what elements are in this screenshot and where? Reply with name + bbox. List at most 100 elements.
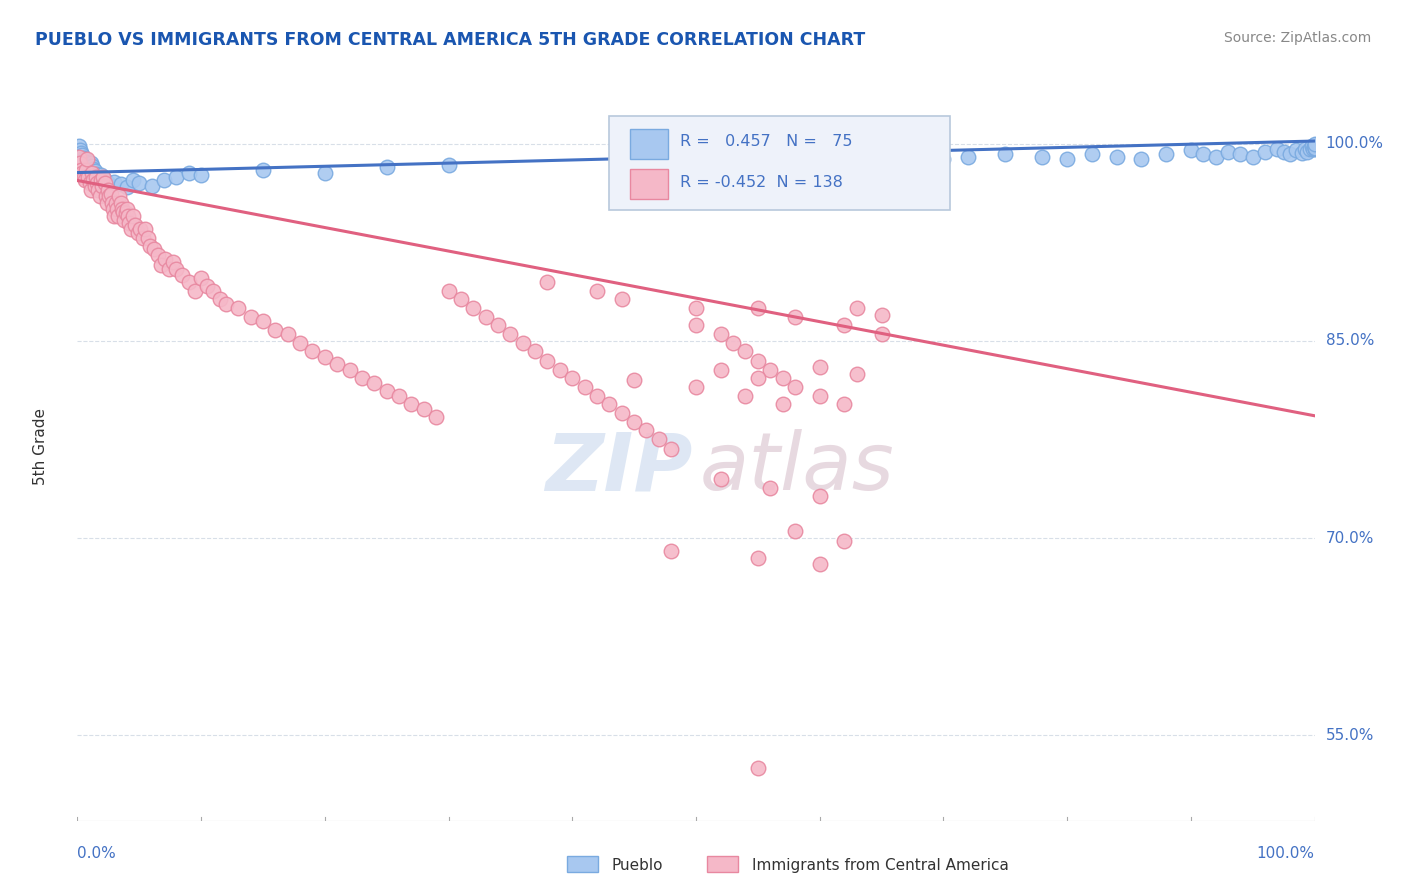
Point [1301,139,1323,153]
Point [586,284,609,298]
Point [129,222,152,236]
Point [375,161,398,175]
Point [67,139,90,153]
Point [97,183,120,197]
Point [202,284,225,298]
Point [277,327,299,342]
Point [82,173,104,187]
Point [1229,147,1251,161]
Point [118,215,141,229]
Point [314,165,336,179]
Point [1302,142,1324,156]
Point [548,363,571,377]
Bar [567,856,598,872]
Text: 100.0%: 100.0% [1326,136,1384,151]
Point [1205,150,1227,164]
Point [132,231,155,245]
Point [659,442,682,456]
Point [190,270,212,285]
Point [146,248,169,262]
Point [1192,147,1215,161]
FancyBboxPatch shape [630,169,668,199]
Text: Immigrants from Central America: Immigrants from Central America [752,858,1010,872]
Point [463,301,485,315]
Text: 0.0%: 0.0% [77,846,117,861]
Point [834,397,856,411]
Point [79,163,101,178]
Point [870,308,893,322]
Point [326,358,349,372]
Point [90,168,112,182]
Point [747,301,769,315]
Point [808,360,831,375]
Point [79,176,101,190]
Point [474,310,496,325]
Point [747,370,769,384]
Point [783,380,806,394]
Point [93,173,115,187]
Point [105,202,128,217]
Point [1303,136,1326,151]
Point [1216,145,1239,159]
Point [994,147,1017,161]
Point [97,176,120,190]
Point [90,173,112,187]
Point [536,353,558,368]
Point [127,226,149,240]
Point [808,389,831,403]
Point [1303,140,1326,154]
Text: 5th Grade: 5th Grade [32,408,48,484]
Point [1303,138,1326,153]
Point [115,202,138,217]
Text: 70.0%: 70.0% [1326,531,1374,546]
Point [598,397,620,411]
Point [363,376,385,390]
Point [808,558,831,572]
Text: Source: ZipAtlas.com: Source: ZipAtlas.com [1223,31,1371,45]
Point [1130,153,1153,167]
Text: ZIP: ZIP [546,429,692,508]
Point [264,323,287,337]
Point [957,150,980,164]
Point [120,222,142,236]
Point [1285,143,1308,157]
Point [108,189,131,203]
Point [772,397,794,411]
Point [1296,145,1319,159]
Point [165,169,187,184]
Point [252,163,274,178]
Point [783,524,806,539]
Point [76,153,98,167]
Point [772,370,794,384]
Point [77,169,100,184]
Point [226,301,249,315]
Point [623,373,645,387]
Point [91,170,114,185]
Point [87,183,110,197]
Point [101,178,124,193]
Point [1291,145,1313,160]
Point [437,158,460,172]
Point [139,239,162,253]
Point [710,363,733,377]
Point [486,318,509,332]
Point [150,258,173,272]
Point [98,189,121,203]
Point [1303,138,1326,153]
Point [70,145,93,160]
Point [499,327,522,342]
Point [112,205,135,219]
Point [1303,139,1326,153]
Point [128,176,150,190]
Point [82,159,104,173]
Point [100,186,122,201]
Point [350,370,373,384]
Point [834,533,856,548]
Text: R = -0.452  N = 138: R = -0.452 N = 138 [681,175,842,190]
Point [122,173,145,187]
Point [72,165,94,179]
Point [80,183,103,197]
Point [110,195,132,210]
Point [610,406,633,420]
Point [734,389,756,403]
